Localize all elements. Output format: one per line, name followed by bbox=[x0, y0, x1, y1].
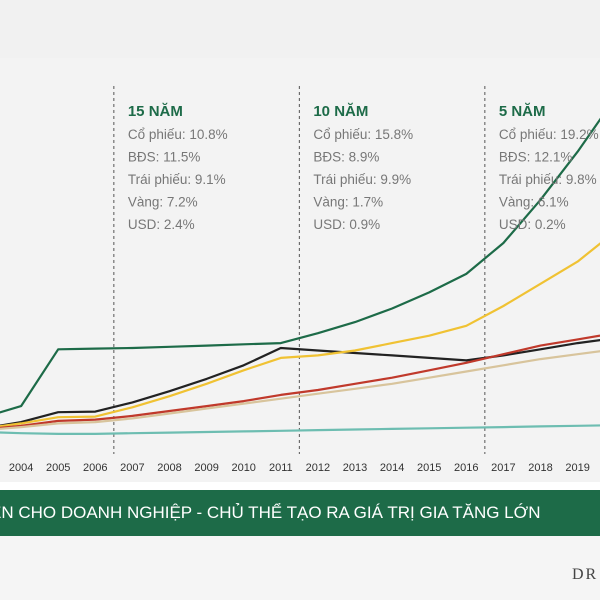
period-stat: Cổ phiếu: 15.8% bbox=[313, 127, 413, 142]
period-stat: USD: 0.2% bbox=[499, 217, 566, 232]
growth-line-chart: 15 NĂM Cổ phiếu: 10.8% BĐS: 11.5% Trái phiế… bbox=[0, 86, 600, 474]
x-tick-label: 2006 bbox=[83, 462, 107, 474]
x-tick-label: 2007 bbox=[120, 462, 144, 474]
period-stat: Trái phiếu: 9.8% bbox=[499, 172, 597, 187]
banner-text: EN CHO DOANH NGHIỆP - CHỦ THỂ TẠO RA GIÁ… bbox=[0, 503, 541, 522]
period-stat: Vàng: 7.2% bbox=[128, 195, 198, 210]
series-line-5 bbox=[0, 350, 600, 430]
x-tick-label: 2004 bbox=[9, 462, 33, 474]
period-stat: USD: 0.9% bbox=[313, 217, 380, 232]
x-tick-label: 2009 bbox=[194, 462, 218, 474]
x-tick-label: 2013 bbox=[343, 462, 367, 474]
x-tick-label: 2016 bbox=[454, 462, 478, 474]
x-tick-label: 2005 bbox=[46, 462, 70, 474]
period-stat: BĐS: 11.5% bbox=[128, 150, 201, 165]
x-tick-label: 2012 bbox=[306, 462, 330, 474]
brand-logo-text: DR bbox=[572, 566, 599, 583]
period-stat: Cổ phiếu: 10.8% bbox=[128, 127, 228, 142]
period-title: 5 NĂM bbox=[499, 103, 546, 120]
x-tick-label: 2010 bbox=[231, 462, 255, 474]
x-tick-label: 2011 bbox=[269, 462, 293, 474]
x-tick-label: 2008 bbox=[157, 462, 181, 474]
series-line-2 bbox=[0, 338, 600, 427]
period-stat: USD: 2.4% bbox=[128, 217, 195, 232]
series-line-4 bbox=[0, 334, 600, 430]
period-stat: Trái phiếu: 9.1% bbox=[128, 172, 226, 187]
top-bar bbox=[0, 0, 600, 58]
period-stat: BĐS: 8.9% bbox=[313, 150, 379, 165]
series-line-3 bbox=[0, 242, 600, 428]
period-title: 15 NĂM bbox=[128, 103, 183, 120]
bottom-banner: EN CHO DOANH NGHIỆP - CHỦ THỂ TẠO RA GIÁ… bbox=[0, 490, 600, 536]
period-stat: Vàng: 6.1% bbox=[499, 195, 569, 210]
period-stat: Vàng: 1.7% bbox=[313, 195, 383, 210]
series-lines bbox=[0, 117, 600, 435]
period-annotations: 15 NĂM Cổ phiếu: 10.8% BĐS: 11.5% Trái phiế… bbox=[128, 103, 599, 232]
period-stat: BĐS: 12.1% bbox=[499, 150, 573, 165]
period-stat: Cổ phiếu: 19.2% bbox=[499, 127, 599, 142]
x-axis-labels: 2004 2005 2006 2007 2008 2009 2010 2011 2012 2013… bbox=[9, 462, 590, 474]
series-line-6 bbox=[0, 424, 600, 435]
series-line-1 bbox=[0, 117, 600, 414]
x-tick-label: 2017 bbox=[491, 462, 515, 474]
footer-area bbox=[0, 536, 600, 600]
x-tick-label: 2018 bbox=[528, 462, 552, 474]
x-tick-label: 2015 bbox=[417, 462, 441, 474]
period-title: 10 NĂM bbox=[313, 103, 368, 120]
x-tick-label: 2019 bbox=[565, 462, 589, 474]
period-stat: Trái phiếu: 9.9% bbox=[313, 172, 411, 187]
x-tick-label: 2014 bbox=[380, 462, 404, 474]
